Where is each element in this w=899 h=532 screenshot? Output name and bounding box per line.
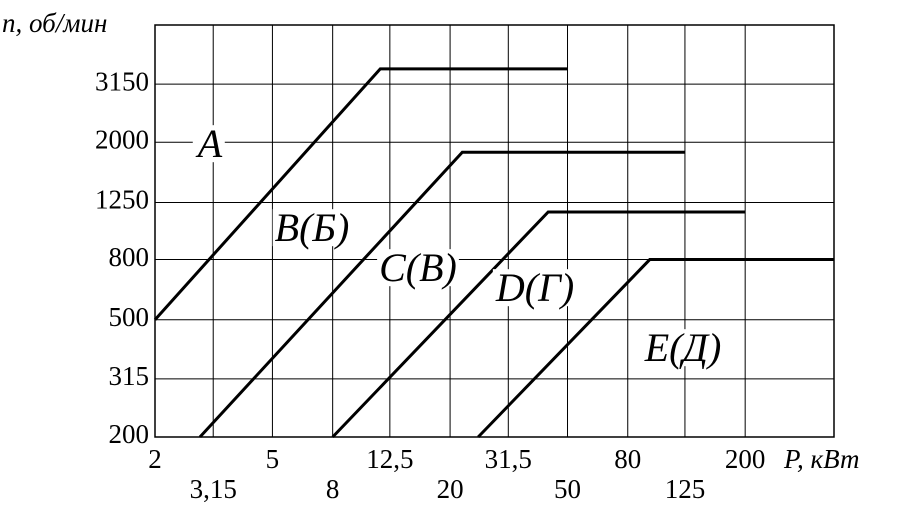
x-tick-label: 31,5	[485, 444, 532, 474]
label-background	[192, 125, 225, 163]
region-label: B(Б)	[275, 205, 350, 250]
x-tick-label: 125	[665, 474, 706, 504]
series-line	[153, 67, 568, 321]
series-line	[477, 258, 834, 439]
x-tick-label: 50	[554, 474, 581, 504]
y-tick-label: 500	[109, 302, 150, 332]
x-axis-label: P, кВт	[783, 444, 859, 474]
y-tick-label: 315	[109, 361, 150, 391]
x-tick-label: 200	[725, 444, 766, 474]
x-tick-label: 2	[148, 444, 162, 474]
x-tick-label: 12,5	[366, 444, 413, 474]
label-background	[377, 249, 459, 287]
x-tick-label: 3,15	[190, 474, 237, 504]
label-background	[492, 269, 577, 307]
region-label: E(Д)	[644, 325, 722, 370]
region-label: D(Г)	[495, 265, 574, 310]
y-tick-label: 2000	[95, 124, 149, 154]
y-tick-label: 3150	[95, 66, 149, 96]
x-tick-label: 80	[614, 444, 641, 474]
y-tick-label: 1250	[95, 185, 149, 215]
x-tick-label: 8	[326, 474, 340, 504]
y-tick-label: 200	[109, 419, 150, 449]
y-tick-label: 800	[109, 242, 150, 272]
series-line	[331, 210, 746, 439]
label-background	[272, 209, 352, 247]
region-label: A	[195, 121, 223, 166]
region-label: C(B)	[379, 245, 457, 290]
x-tick-label: 20	[437, 474, 464, 504]
label-background	[641, 329, 724, 367]
y-axis-label: n, об/мин	[2, 8, 107, 38]
series-line	[198, 150, 685, 439]
x-tick-label: 5	[266, 444, 280, 474]
